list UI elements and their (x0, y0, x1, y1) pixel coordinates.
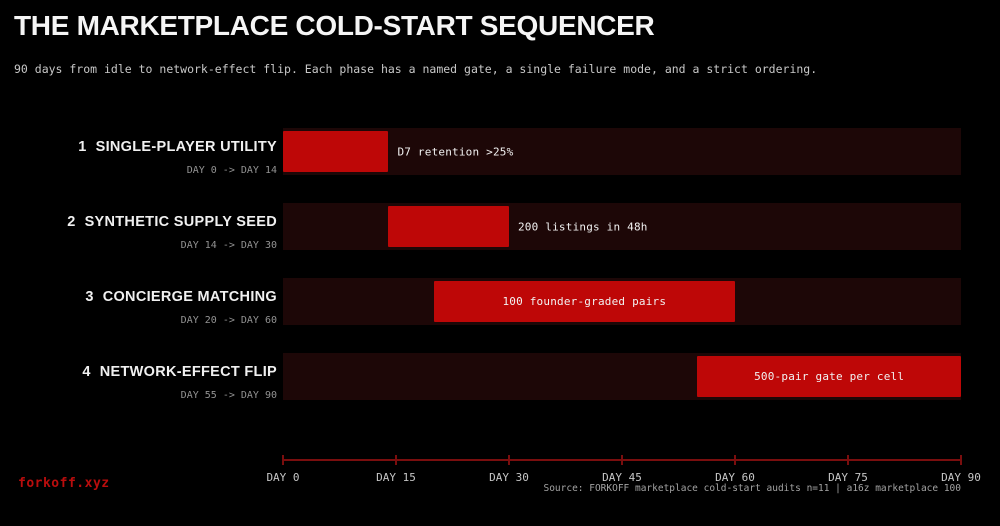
axis-tick (621, 455, 623, 465)
phase-bar: 500-pair gate per cell (697, 356, 961, 397)
axis-tick (508, 455, 510, 465)
phase-bar (283, 131, 389, 172)
axis-tick-label: DAY 15 (376, 471, 416, 484)
phase-track: D7 retention >25% (283, 128, 961, 175)
gate-label: D7 retention >25% (397, 145, 514, 158)
gate-label: 100 founder-graded pairs (502, 295, 667, 308)
gate-label: 200 listings in 48h (517, 220, 648, 233)
gate-label: 500-pair gate per cell (754, 370, 905, 383)
axis-tick (395, 455, 397, 465)
axis-tick-label: DAY 60 (715, 471, 755, 484)
page-subtitle: 90 days from idle to network-effect flip… (14, 62, 818, 76)
phase-name: NETWORK-EFFECT FLIP (99, 364, 277, 380)
phase-row: 1 SINGLE-PLAYER UTILITY DAY 0 -> DAY 14 D… (0, 128, 1000, 176)
axis-tick (960, 455, 962, 465)
phase-name: SYNTHETIC SUPPLY SEED (84, 214, 277, 230)
phase-row: 4 NETWORK-EFFECT FLIP DAY 55 -> DAY 90 50… (0, 353, 1000, 401)
phase-number: 3 (85, 289, 94, 305)
phase-bar (388, 206, 509, 247)
phase-title: 2 SYNTHETIC SUPPLY SEED (0, 214, 277, 230)
axis-tick-label: DAY 45 (602, 471, 642, 484)
phase-day-range: DAY 55 -> DAY 90 (180, 390, 277, 401)
phase-track: 200 listings in 48h (283, 203, 961, 250)
axis-tick-label: DAY 90 (941, 471, 981, 484)
brand-link[interactable]: forkoff.xyz (18, 476, 110, 491)
phase-title: 4 NETWORK-EFFECT FLIP (0, 364, 277, 380)
axis-tick-label: DAY 30 (489, 471, 529, 484)
phase-track: 500-pair gate per cell (283, 353, 961, 400)
phase-title: 1 SINGLE-PLAYER UTILITY (0, 139, 277, 155)
timeline-axis: DAY 0 DAY 15 DAY 30 DAY 45 DAY 60 DAY 75 DAY 9… (266, 450, 981, 496)
phase-day-range: DAY 0 -> DAY 14 (186, 165, 277, 176)
phase-row: 3 CONCIERGE MATCHING DAY 20 -> DAY 60 100… (0, 278, 1000, 326)
phase-number: 1 (78, 139, 87, 155)
phase-number: 4 (82, 364, 91, 380)
phase-number: 2 (67, 214, 76, 230)
phase-day-range: DAY 14 -> DAY 30 (180, 240, 277, 251)
phase-row: 2 SYNTHETIC SUPPLY SEED DAY 14 -> DAY 30 … (0, 203, 1000, 251)
axis-tick (847, 455, 849, 465)
source-note: Source: FORKOFF marketplace cold-start a… (543, 483, 961, 494)
phase-name: CONCIERGE MATCHING (102, 289, 277, 305)
phase-track: 100 founder-graded pairs (283, 278, 961, 325)
phase-name: SINGLE-PLAYER UTILITY (95, 139, 277, 155)
page-title: THE MARKETPLACE COLD-START SEQUENCER (14, 10, 655, 41)
phase-bar: 100 founder-graded pairs (433, 281, 735, 322)
axis-tick-label: DAY 0 (266, 471, 300, 484)
axis-tick (282, 455, 284, 465)
phase-title: 3 CONCIERGE MATCHING (0, 289, 277, 305)
axis-tick (734, 455, 736, 465)
phase-day-range: DAY 20 -> DAY 60 (180, 315, 277, 326)
axis-tick-label: DAY 75 (828, 471, 868, 484)
